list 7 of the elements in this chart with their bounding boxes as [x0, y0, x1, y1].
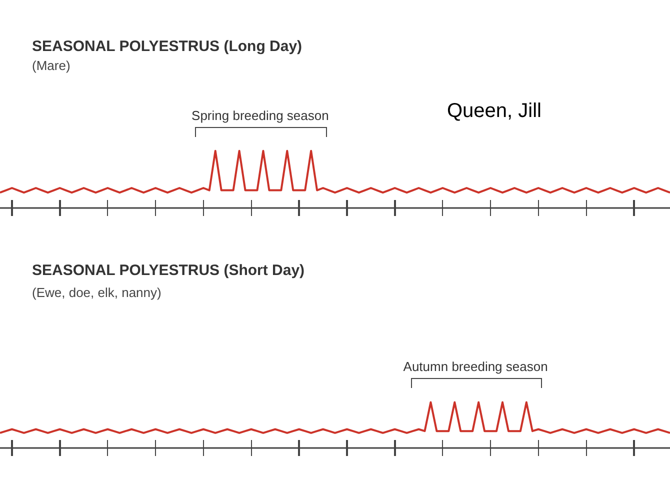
chart-subtitle: (Mare) [32, 58, 70, 73]
chart-title: SEASONAL POLYESTRUS (Long Day) [32, 38, 302, 55]
annotation: Autumn breeding season [402, 359, 549, 374]
chart-subtitle: (Ewe, doe, elk, nanny) [32, 285, 162, 300]
annotation: Spring breeding season [190, 108, 330, 123]
text: Queen, Jill [447, 100, 542, 123]
chart-title: SEASONAL POLYESTRUS (Short Day) [32, 262, 305, 279]
